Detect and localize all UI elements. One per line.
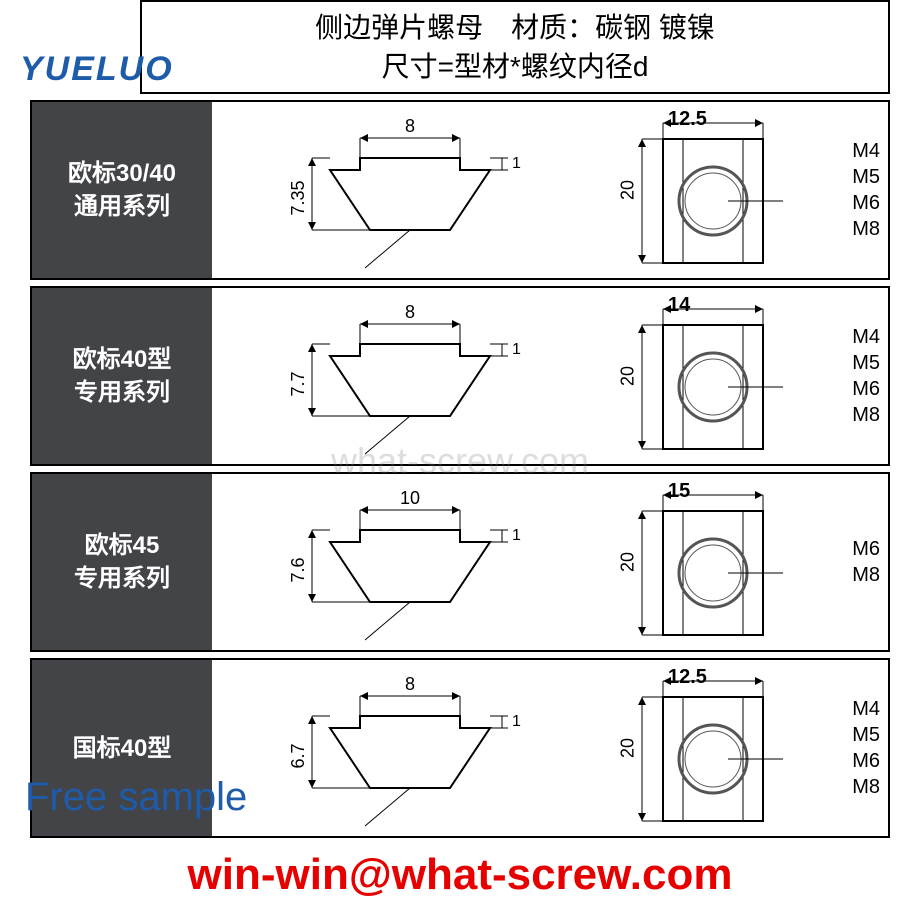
- brand-logo: YUELUO: [20, 50, 174, 89]
- header-line2: 尺寸=型材*螺纹内径d: [152, 47, 878, 86]
- thread-size: M4: [852, 138, 880, 164]
- thread-size: M8: [852, 774, 880, 800]
- thread-size: M6: [852, 536, 880, 562]
- thread-size: M5: [852, 722, 880, 748]
- row-label-line1: 欧标30/40: [68, 157, 176, 191]
- thread-size: M8: [852, 402, 880, 428]
- header-box: 侧边弹片螺母 材质：碳钢 镀镍 尺寸=型材*螺纹内径d: [140, 0, 890, 94]
- plan-width-dim: 12.5: [668, 666, 707, 689]
- plan-cell: 12.5 20 M4M5M6M8: [608, 660, 888, 836]
- plan-width-dim: 12.5: [668, 108, 707, 131]
- thread-list: M4M5M6M8: [852, 324, 880, 428]
- svg-text:8: 8: [405, 116, 415, 136]
- profile-drawing: 8 7.7 1: [250, 296, 570, 456]
- svg-text:1: 1: [512, 527, 521, 544]
- thread-size: M8: [852, 216, 880, 242]
- row-label: 欧标40型专用系列: [32, 288, 212, 464]
- svg-text:6.7: 6.7: [288, 744, 308, 769]
- thread-list: M4M5M6M8: [852, 696, 880, 800]
- spec-rows: 欧标30/40通用系列 8 7.35 1: [30, 100, 890, 838]
- row-label: 欧标30/40通用系列: [32, 102, 212, 278]
- thread-size: M6: [852, 748, 880, 774]
- svg-text:1: 1: [512, 155, 521, 172]
- spec-row: 欧标30/40通用系列 8 7.35 1: [30, 100, 890, 280]
- profile-cell: 8 6.7 1: [212, 660, 608, 836]
- svg-text:8: 8: [405, 674, 415, 694]
- thread-list: M6M8: [852, 536, 880, 588]
- profile-cell: 8 7.35 1: [212, 102, 608, 278]
- svg-text:7.6: 7.6: [288, 558, 308, 583]
- svg-text:1: 1: [512, 713, 521, 730]
- svg-text:8: 8: [405, 302, 415, 322]
- profile-drawing: 8 6.7 1: [250, 668, 570, 828]
- thread-size: M4: [852, 696, 880, 722]
- thread-size: M6: [852, 376, 880, 402]
- profile-drawing: 8 7.35 1: [250, 110, 570, 270]
- contact-email: win-win@what-screw.com: [0, 850, 920, 900]
- plan-height-dim: 20: [618, 366, 639, 386]
- plan-width-dim: 14: [668, 294, 690, 317]
- spec-row: 欧标45专用系列 10 7.6 1: [30, 472, 890, 652]
- plan-height-dim: 20: [618, 180, 639, 200]
- thread-size: M6: [852, 190, 880, 216]
- plan-height-dim: 20: [618, 738, 639, 758]
- profile-drawing: 10 7.6 1: [250, 482, 570, 642]
- thread-list: M4M5M6M8: [852, 138, 880, 242]
- thread-size: M4: [852, 324, 880, 350]
- svg-text:7.7: 7.7: [288, 372, 308, 397]
- profile-cell: 8 7.7 1: [212, 288, 608, 464]
- thread-size: M5: [852, 164, 880, 190]
- thread-size: M5: [852, 350, 880, 376]
- plan-cell: 12.5 20 M4M5M6M8: [608, 102, 888, 278]
- spec-row: 欧标40型专用系列 8 7.7 1: [30, 286, 890, 466]
- row-label-line1: 欧标45: [85, 529, 160, 563]
- row-label-line2: 专用系列: [74, 376, 170, 410]
- plan-height-dim: 20: [618, 552, 639, 572]
- svg-text:7.35: 7.35: [288, 181, 308, 216]
- thread-size: M8: [852, 562, 880, 588]
- free-sample-text: Free sample: [25, 775, 247, 820]
- profile-cell: 10 7.6 1: [212, 474, 608, 650]
- row-label-line1: 欧标40型: [73, 343, 172, 377]
- header-line1: 侧边弹片螺母 材质：碳钢 镀镍: [152, 8, 878, 47]
- row-label: 欧标45专用系列: [32, 474, 212, 650]
- row-label-line1: 国标40型: [73, 732, 172, 766]
- row-label-line2: 专用系列: [74, 562, 170, 596]
- row-label-line2: 通用系列: [74, 190, 170, 224]
- svg-text:10: 10: [400, 488, 420, 508]
- plan-cell: 15 20 M6M8: [608, 474, 888, 650]
- plan-width-dim: 15: [668, 480, 690, 503]
- plan-cell: 14 20 M4M5M6M8: [608, 288, 888, 464]
- svg-text:1: 1: [512, 341, 521, 358]
